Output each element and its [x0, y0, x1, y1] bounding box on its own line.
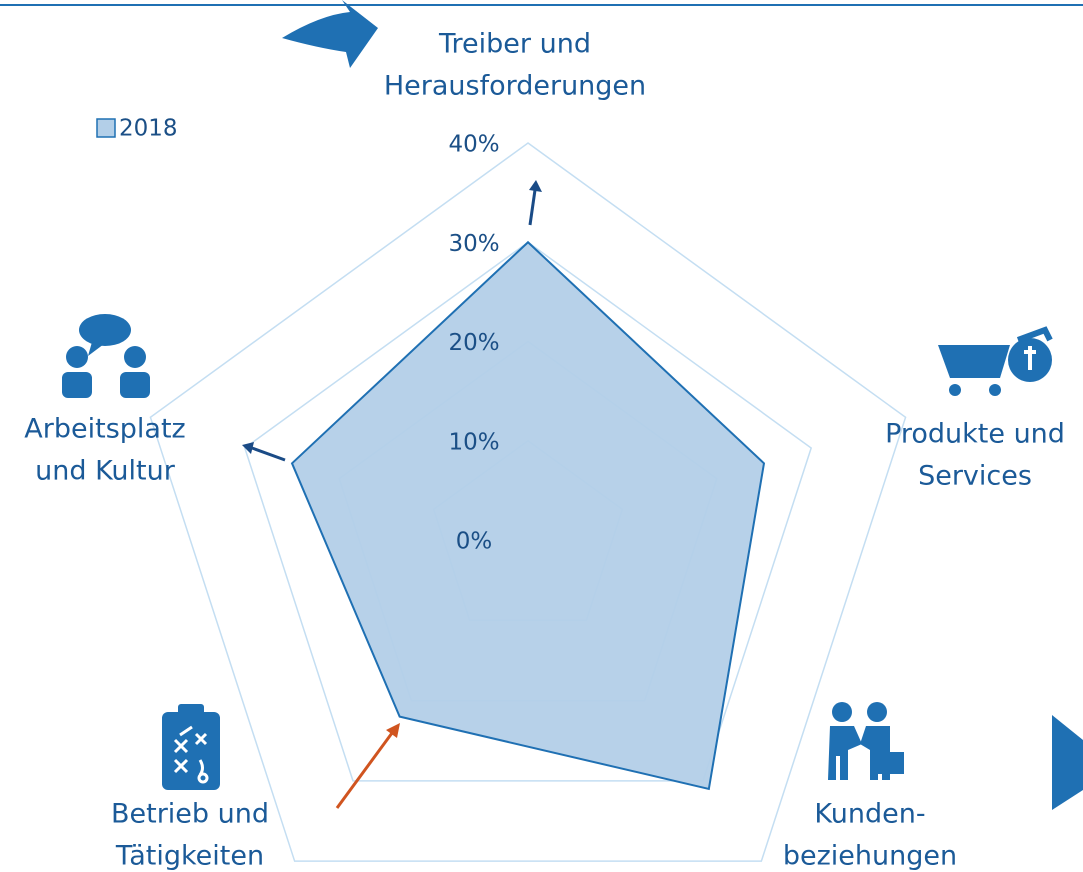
category-label: Tätigkeiten [115, 841, 264, 872]
next-triangle [1052, 715, 1083, 810]
tick-label: 10% [448, 429, 499, 455]
tick-label: 40% [448, 132, 499, 158]
cart-icon [938, 326, 1053, 396]
category-label: Kunden- [814, 799, 925, 830]
category-label: Herausforderungen [384, 71, 646, 102]
grid-ring [243, 241, 813, 782]
category-label: Betrieb und [111, 799, 269, 830]
grid-ring [149, 142, 907, 862]
category-label: und Kultur [35, 456, 176, 487]
arrow-icon [282, 0, 378, 68]
pointer-arrows [242, 180, 542, 809]
legend-label: 2018 [119, 116, 178, 142]
category-label: beziehungen [783, 841, 957, 872]
tick-label: 0% [456, 529, 493, 555]
decorations [62, 180, 1053, 809]
clipboard-icon [162, 704, 220, 790]
legend-swatch [96, 118, 116, 138]
tick-label: 30% [448, 231, 499, 257]
people-icon [62, 314, 150, 398]
handshake-icon [828, 702, 904, 780]
category-label: Services [918, 461, 1032, 492]
tick-label: 20% [448, 330, 499, 356]
radar-area [290, 240, 766, 791]
category-label: Produkte und [885, 419, 1065, 450]
category-label: Arbeitsplatz [24, 414, 185, 445]
category-label: Treiber und [438, 29, 591, 60]
